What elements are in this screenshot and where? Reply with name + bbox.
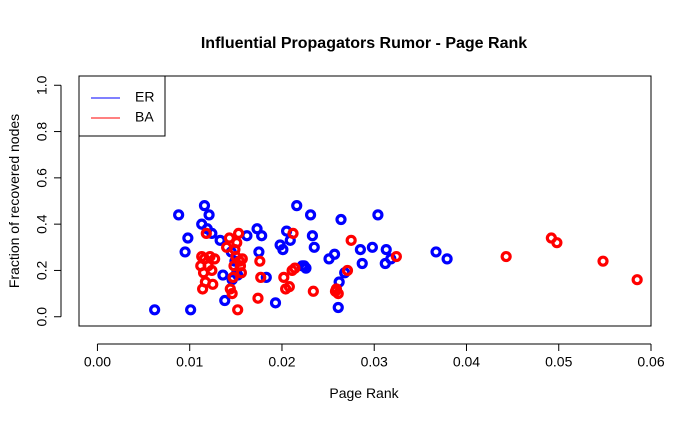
point-er bbox=[335, 213, 347, 226]
point-ba bbox=[345, 234, 357, 246]
point-ba bbox=[236, 253, 248, 265]
point-ba bbox=[597, 255, 609, 267]
x-tick-label: 0.05 bbox=[545, 354, 572, 370]
point-ba bbox=[255, 271, 267, 283]
x-axis-title: Page Rank bbox=[329, 385, 399, 401]
point-er bbox=[300, 262, 312, 274]
point-er bbox=[308, 241, 320, 253]
y-axis-title: Fraction of recovered nodes bbox=[6, 114, 22, 288]
y-tick-label: 1.0 bbox=[34, 75, 50, 95]
point-ba bbox=[283, 281, 295, 293]
y-tick-label: 0.8 bbox=[34, 122, 50, 142]
point-ba bbox=[500, 250, 512, 263]
point-ba bbox=[341, 264, 354, 277]
point-ba bbox=[307, 285, 319, 297]
y-tick-label: 0.4 bbox=[34, 214, 50, 234]
point-er bbox=[372, 209, 384, 221]
point-ba bbox=[232, 304, 244, 316]
point-er bbox=[182, 232, 194, 244]
point-ba bbox=[390, 250, 402, 263]
point-er bbox=[277, 244, 289, 256]
point-ba bbox=[231, 237, 243, 249]
legend: ER BA bbox=[78, 75, 166, 137]
point-er bbox=[214, 234, 226, 246]
point-er bbox=[206, 227, 218, 240]
point-er bbox=[203, 209, 215, 221]
point-er bbox=[380, 244, 392, 256]
x-tick-label: 0.06 bbox=[637, 354, 664, 370]
point-er bbox=[185, 304, 197, 316]
point-ba bbox=[287, 227, 299, 240]
point-ba bbox=[226, 287, 238, 300]
point-er bbox=[328, 248, 341, 260]
point-er bbox=[256, 230, 268, 242]
point-er bbox=[260, 271, 272, 283]
plot-frame bbox=[78, 75, 652, 327]
legend-box bbox=[78, 75, 166, 137]
point-ba bbox=[206, 264, 218, 277]
x-tick-label: 0.02 bbox=[268, 354, 295, 370]
point-ba bbox=[200, 227, 212, 240]
y-tick-label: 0.0 bbox=[34, 307, 50, 327]
point-ba bbox=[233, 227, 245, 240]
x-tick-label: 0.04 bbox=[453, 354, 480, 370]
y-tick-label: 0.2 bbox=[34, 261, 50, 281]
point-er bbox=[253, 246, 265, 258]
data-points bbox=[149, 200, 643, 316]
point-er bbox=[306, 230, 319, 242]
x-tick-label: 0.00 bbox=[84, 354, 111, 370]
point-ba bbox=[235, 267, 247, 279]
point-ba bbox=[223, 232, 235, 244]
point-er bbox=[173, 209, 185, 221]
y-tick-label: 0.6 bbox=[34, 168, 50, 188]
x-axis: 0.00 0.01 0.02 0.03 0.04 0.05 0.06 bbox=[84, 343, 665, 370]
y-axis: 0.0 0.2 0.4 0.6 0.8 1.0 bbox=[34, 75, 62, 327]
point-ba bbox=[227, 271, 239, 283]
point-ba bbox=[289, 262, 301, 274]
point-er bbox=[304, 209, 317, 221]
point-ba bbox=[631, 274, 643, 286]
point-er bbox=[356, 257, 368, 270]
point-er bbox=[354, 244, 366, 256]
x-tick-label: 0.03 bbox=[361, 354, 388, 370]
point-ba bbox=[254, 255, 266, 267]
point-ba bbox=[278, 271, 290, 283]
point-er bbox=[269, 297, 282, 309]
point-ba bbox=[207, 278, 219, 290]
point-ba bbox=[209, 253, 221, 265]
point-er bbox=[332, 301, 344, 314]
point-ba bbox=[252, 292, 264, 304]
point-er bbox=[366, 241, 378, 253]
legend-label-er: ER bbox=[135, 89, 154, 105]
point-er bbox=[291, 200, 303, 212]
point-er bbox=[219, 294, 231, 307]
point-er bbox=[179, 246, 191, 258]
point-er bbox=[430, 246, 442, 258]
chart-title: Influential Propagators Rumor - Page Ran… bbox=[201, 35, 527, 52]
x-tick-label: 0.01 bbox=[176, 354, 203, 370]
point-er bbox=[198, 200, 211, 212]
point-er bbox=[441, 253, 453, 265]
point-er bbox=[217, 269, 229, 281]
point-ba bbox=[551, 237, 563, 249]
point-er bbox=[149, 304, 161, 316]
point-ba bbox=[332, 287, 344, 300]
legend-label-ba: BA bbox=[135, 109, 154, 125]
